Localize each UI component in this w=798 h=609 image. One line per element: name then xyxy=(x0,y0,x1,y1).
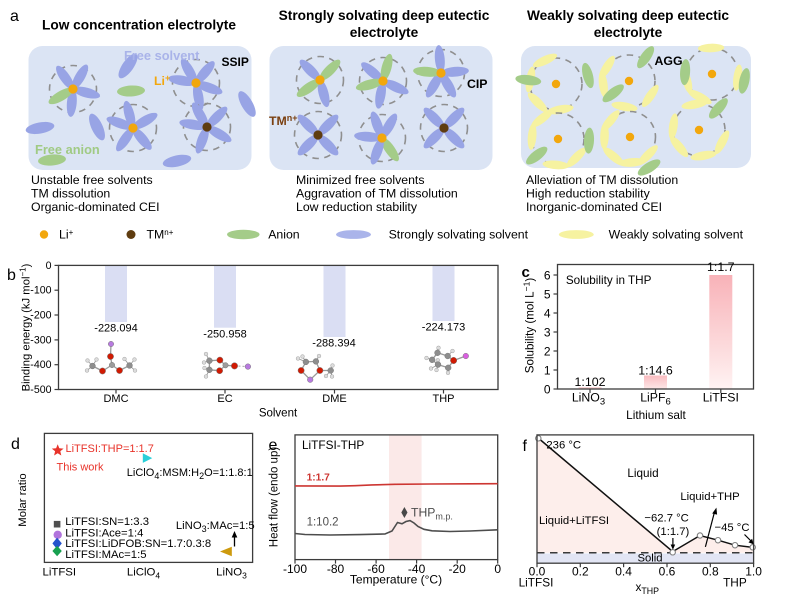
svg-text:-400: -400 xyxy=(30,359,51,371)
svg-text:Alleviation of TM dissolution: Alleviation of TM dissolution xyxy=(526,173,678,187)
svg-text:LiTFSI:THP=1:1.7: LiTFSI:THP=1:1.7 xyxy=(66,443,154,455)
svg-text:0: 0 xyxy=(494,562,501,576)
svg-text:5: 5 xyxy=(544,288,551,302)
svg-text:LiClO4:MSM:H2O=1:1.8:1: LiClO4:MSM:H2O=1:1.8:1 xyxy=(127,467,253,481)
svg-text:Aggravation of TM dissolution: Aggravation of TM dissolution xyxy=(296,187,458,201)
svg-text:1:1.7: 1:1.7 xyxy=(307,473,331,484)
svg-text:CIP: CIP xyxy=(467,77,488,91)
svg-text:Unstable free solvents: Unstable free solvents xyxy=(31,173,153,187)
svg-text:-100: -100 xyxy=(283,562,307,576)
svg-text:-500: -500 xyxy=(30,384,51,396)
svg-text:High reduction stability: High reduction stability xyxy=(526,187,651,201)
svg-text:0.2: 0.2 xyxy=(572,565,589,579)
svg-text:LiTFSI: LiTFSI xyxy=(703,391,739,405)
svg-text:1:10.2: 1:10.2 xyxy=(307,517,339,529)
svg-text:0.4: 0.4 xyxy=(615,565,632,579)
svg-text:0.8: 0.8 xyxy=(702,565,719,579)
svg-text:-224.173: -224.173 xyxy=(422,322,465,334)
svg-text:Free solvent: Free solvent xyxy=(124,48,200,63)
svg-text:DME: DME xyxy=(322,393,346,405)
svg-text:d: d xyxy=(11,436,20,453)
svg-text:-80: -80 xyxy=(327,562,345,576)
svg-text:electrolyte: electrolyte xyxy=(350,25,419,40)
svg-text:LiTFSI:MAc=1:5: LiTFSI:MAc=1:5 xyxy=(65,549,146,561)
svg-text:SSIP: SSIP xyxy=(222,55,249,69)
svg-text:Molar ratio: Molar ratio xyxy=(17,473,29,526)
svg-text:1:14.6: 1:14.6 xyxy=(638,364,673,378)
svg-text:TM dissolution: TM dissolution xyxy=(31,187,110,201)
svg-text:DMC: DMC xyxy=(103,393,128,405)
svg-text:-100: -100 xyxy=(30,285,51,297)
svg-text:(1:1.7): (1:1.7) xyxy=(657,526,690,538)
svg-text:LiTFSI:SN=1:3.3: LiTFSI:SN=1:3.3 xyxy=(65,516,149,528)
svg-text:b: b xyxy=(7,267,16,284)
svg-text:Temperature (°C): Temperature (°C) xyxy=(350,573,442,587)
svg-text:Minimized free solvents: Minimized free solvents xyxy=(296,173,424,187)
svg-text:1.0: 1.0 xyxy=(745,565,762,579)
svg-text:LiTFSI-THP: LiTFSI-THP xyxy=(302,438,364,452)
svg-text:LiTFSI: LiTFSI xyxy=(519,576,554,590)
svg-text:Solvent: Solvent xyxy=(259,408,298,420)
svg-text:4: 4 xyxy=(544,307,551,321)
svg-text:a: a xyxy=(10,8,19,25)
svg-text:−45 °C: −45 °C xyxy=(715,522,750,534)
svg-text:electrolyte: electrolyte xyxy=(594,25,663,40)
svg-text:-288.394: -288.394 xyxy=(312,338,355,350)
svg-text:Heat flow (endo up): Heat flow (endo up) xyxy=(269,447,281,548)
svg-text:236 °C: 236 °C xyxy=(546,440,581,452)
svg-text:Liquid+THP: Liquid+THP xyxy=(680,491,739,503)
svg-text:Strongly solvating solvent: Strongly solvating solvent xyxy=(389,228,529,242)
svg-text:THP: THP xyxy=(433,393,455,405)
svg-text:Lithium salt: Lithium salt xyxy=(626,408,686,422)
svg-text:Anion: Anion xyxy=(268,228,300,242)
svg-text:AGG: AGG xyxy=(655,54,683,68)
svg-text:LiNO3:MAc=1:5: LiNO3:MAc=1:5 xyxy=(176,520,255,534)
svg-text:1: 1 xyxy=(544,364,551,378)
svg-text:1:102: 1:102 xyxy=(574,375,605,389)
svg-text:0: 0 xyxy=(544,383,551,397)
svg-text:2: 2 xyxy=(544,345,551,359)
svg-text:Inorganic-dominated CEI: Inorganic-dominated CEI xyxy=(526,200,662,214)
svg-text:0.6: 0.6 xyxy=(659,565,676,579)
svg-text:3: 3 xyxy=(544,326,551,340)
svg-text:Free anion: Free anion xyxy=(35,142,100,157)
svg-text:-20: -20 xyxy=(449,562,467,576)
svg-text:0: 0 xyxy=(46,260,52,272)
svg-text:EC: EC xyxy=(217,393,232,405)
svg-text:−62.7 °C: −62.7 °C xyxy=(644,513,688,525)
svg-text:-228.094: -228.094 xyxy=(94,323,137,335)
svg-text:LiClO4: LiClO4 xyxy=(127,566,160,580)
svg-text:Solubility in THP: Solubility in THP xyxy=(566,274,652,287)
svg-text:Solid: Solid xyxy=(637,552,662,564)
svg-text:-250.958: -250.958 xyxy=(203,329,246,341)
svg-text:This work: This work xyxy=(57,462,105,474)
svg-text:Liquid+LiTFSI: Liquid+LiTFSI xyxy=(539,515,609,527)
svg-text:Low reduction stability: Low reduction stability xyxy=(296,200,418,214)
svg-text:-200: -200 xyxy=(30,310,51,322)
svg-text:THP: THP xyxy=(723,576,747,590)
svg-text:LiTFSI: LiTFSI xyxy=(43,566,77,578)
svg-text:Organic-dominated CEI: Organic-dominated CEI xyxy=(31,200,160,214)
svg-text:Liquid: Liquid xyxy=(627,467,658,480)
svg-text:1:1.7: 1:1.7 xyxy=(707,260,735,274)
svg-text:Low concentration electrolyte: Low concentration electrolyte xyxy=(42,17,236,32)
svg-text:f: f xyxy=(523,438,528,455)
svg-text:6: 6 xyxy=(544,269,551,283)
svg-text:Weakly solvating solvent: Weakly solvating solvent xyxy=(609,228,744,242)
svg-text:-300: -300 xyxy=(30,334,51,346)
svg-text:Weakly solvating deep eutectic: Weakly solvating deep eutectic xyxy=(527,8,729,23)
svg-text:Solubility (mol L−1): Solubility (mol L−1) xyxy=(522,278,537,374)
svg-text:Binding energy (kJ mol−1): Binding energy (kJ mol−1) xyxy=(19,263,33,391)
svg-text:Strongly solvating deep eutect: Strongly solvating deep eutectic xyxy=(279,8,490,23)
